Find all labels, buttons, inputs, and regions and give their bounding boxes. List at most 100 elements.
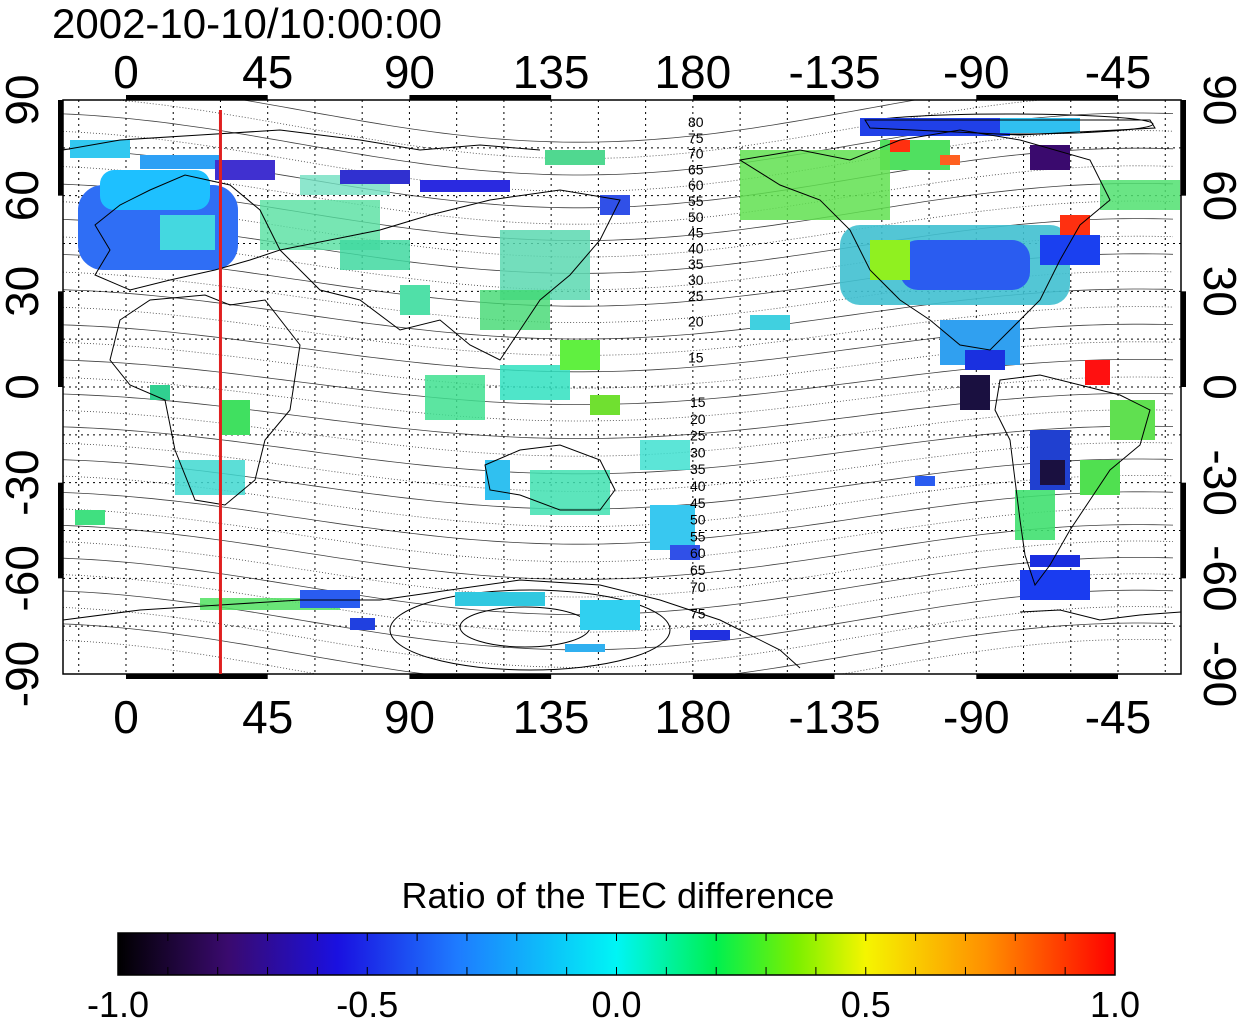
patch-australia: [485, 440, 700, 560]
mag-lat-label-north: 25: [688, 288, 704, 304]
mag-lat-label-north: 20: [688, 314, 704, 330]
lon-tick-label-top: -135: [789, 46, 881, 98]
lat-tick-label-left: -90: [0, 641, 48, 707]
mag-contour-line: [63, 606, 1174, 668]
lat-tick-label-left: 0: [0, 374, 48, 400]
coast-south-america: [994, 374, 1151, 587]
lon-tick-label-top: -45: [1085, 46, 1151, 98]
tec-data-patches: [70, 118, 1180, 652]
lat-tick-label-right: 30: [1194, 266, 1240, 317]
lat-tick-label-left: 30: [0, 266, 48, 317]
lat-tick-label-left: -60: [0, 545, 48, 611]
mag-lat-label-north: 40: [688, 240, 704, 256]
coast-asia: [278, 189, 621, 361]
mag-lat-label-north: 15: [688, 349, 704, 365]
colorbar-ticks: -1.0 -0.5 0.0 0.5 1.0: [87, 933, 1140, 1024]
coast-europe: [94, 174, 281, 291]
coastlines: [63, 119, 1181, 669]
mag-lat-label-south: 65: [690, 562, 706, 578]
mag-lat-label-north: 50: [688, 209, 704, 225]
colorbar-tick-label: -1.0: [87, 984, 149, 1024]
mag-contour-line: [63, 524, 1174, 580]
mag-lat-label-south: 30: [690, 444, 706, 460]
mag-contour-line: [63, 507, 1174, 563]
coast-north-america: [738, 129, 1111, 351]
lat-tick-label-left: 90: [0, 74, 48, 125]
colorbar-tick-label: -0.5: [336, 984, 398, 1024]
edge-bar-left: [58, 482, 63, 579]
map-title: 2002-10-10/10:00:00: [52, 0, 442, 47]
mag-lat-label-south: 55: [690, 528, 706, 544]
lat-tick-label-right: -30: [1194, 449, 1240, 515]
edge-bar-bottom: [409, 674, 552, 679]
lon-tick-label-top: 45: [242, 46, 293, 98]
coast-antarctica-east: [1019, 609, 1181, 621]
mag-lat-label-south: 75: [690, 606, 706, 622]
mag-contour-line: [112, 100, 1046, 159]
edge-bar-top: [692, 95, 835, 100]
edge-bar-right: [1181, 291, 1186, 387]
mag-lat-label-south: 35: [690, 461, 706, 477]
latitude-tick-labels-right: 90 60 30 0 -30 -60 -90: [1194, 74, 1240, 707]
lon-tick-label-bottom: -90: [943, 691, 1009, 743]
lat-tick-label-left: -30: [0, 449, 48, 515]
patch-antarctic: [200, 590, 730, 652]
mag-lat-label-north: 65: [688, 161, 704, 177]
lat-tick-label-right: 0: [1194, 374, 1240, 400]
mag-contour-line: [63, 540, 1174, 598]
lon-tick-label-bottom: -135: [789, 691, 881, 743]
mag-contour-line: [241, 100, 918, 143]
lon-tick-label-bottom: 180: [654, 691, 731, 743]
edge-bar-right: [1181, 100, 1186, 196]
lat-tick-label-left: 60: [0, 170, 48, 221]
mag-lat-label-south: 60: [690, 545, 706, 561]
coast-arctic: [63, 129, 541, 151]
lon-tick-label-top: 135: [513, 46, 590, 98]
mag-contour-line: [63, 622, 1174, 674]
mag-contour-line: [63, 130, 1174, 192]
mag-lat-label-south: 40: [690, 478, 706, 494]
longitude-tick-labels-top: 0 45 90 135 180 -135 -90 -45: [113, 46, 1151, 98]
mag-lat-label-south: 70: [690, 579, 706, 595]
lon-tick-label-bottom: 45: [242, 691, 293, 743]
patch-north-america: [740, 118, 1180, 370]
mag-contour-line: [63, 639, 1174, 674]
mag-contour-line: [63, 475, 1174, 527]
mag-contour-line: [63, 165, 1174, 225]
edge-bar-bottom: [976, 674, 1119, 679]
mag-lat-label-north: 45: [688, 225, 704, 241]
longitude-tick-labels-bottom: 0 45 90 135 180 -135 -90 -45: [113, 691, 1151, 743]
mag-contour-line: [63, 425, 1174, 475]
coast-australia: [484, 444, 616, 511]
mag-pole-contour-south-outer: [389, 589, 671, 671]
coast-greenland: [864, 119, 1156, 136]
mag-lat-label-north: 30: [688, 272, 704, 288]
mag-lat-label-south: 50: [690, 512, 706, 528]
patch-africa: [75, 385, 250, 525]
latitude-tick-labels-left: 90 60 30 0 -30 -60 -90: [0, 74, 48, 707]
lon-tick-label-bottom: 0: [113, 691, 139, 743]
edge-bar-bottom: [692, 674, 835, 679]
mag-lat-label-south: 45: [690, 495, 706, 511]
mag-lat-label-north: 60: [688, 177, 704, 193]
edge-bar-left: [58, 100, 63, 196]
edge-bar-top: [409, 95, 552, 100]
mag-contour-line: [63, 458, 1174, 510]
mag-contour-line: [63, 183, 1174, 241]
lon-tick-label-top: 180: [654, 46, 731, 98]
edge-bar-right: [1181, 482, 1186, 579]
lon-tick-label-top: 0: [113, 46, 139, 98]
lat-tick-label-right: 60: [1194, 170, 1240, 221]
mag-lat-label-north: 70: [688, 146, 704, 162]
mag-lat-label-south: 15: [690, 394, 706, 410]
lat-tick-label-right: -90: [1194, 641, 1240, 707]
lon-tick-label-top: -90: [943, 46, 1009, 98]
mag-lat-label-north: 55: [688, 193, 704, 209]
lat-tick-label-right: -60: [1194, 545, 1240, 611]
lon-tick-label-bottom: -45: [1085, 691, 1151, 743]
mag-lat-label-south: 25: [690, 428, 706, 444]
lon-tick-label-bottom: 90: [384, 691, 435, 743]
